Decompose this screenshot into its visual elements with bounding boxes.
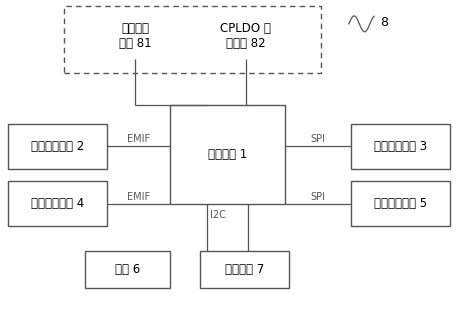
Text: 串口通信
模块 81: 串口通信 模块 81 xyxy=(119,22,152,51)
Bar xyxy=(92,13,179,59)
Bar xyxy=(351,124,450,169)
Text: 音频产生模块 5: 音频产生模块 5 xyxy=(374,197,427,210)
Text: 中频产生模块 3: 中频产生模块 3 xyxy=(374,140,427,153)
Text: EMIF: EMIF xyxy=(127,191,150,202)
Bar xyxy=(8,181,107,226)
Bar xyxy=(170,105,285,204)
Bar xyxy=(202,13,289,59)
Text: 音频测量模块 4: 音频测量模块 4 xyxy=(31,197,84,210)
Text: 键盘 6: 键盘 6 xyxy=(115,263,140,276)
Text: SPI: SPI xyxy=(310,134,325,144)
Text: EMIF: EMIF xyxy=(127,134,150,144)
Text: 中频测量模块 2: 中频测量模块 2 xyxy=(31,140,84,153)
Bar xyxy=(200,251,289,288)
Text: 控制模块 1: 控制模块 1 xyxy=(207,148,247,161)
Text: 8: 8 xyxy=(380,16,388,29)
Bar xyxy=(85,251,170,288)
Text: CPLDO 通
信模块 82: CPLDO 通 信模块 82 xyxy=(220,22,271,51)
Text: SPI: SPI xyxy=(310,191,325,202)
Bar xyxy=(8,124,107,169)
Text: I2C: I2C xyxy=(210,210,226,220)
Bar xyxy=(351,181,450,226)
Bar xyxy=(64,6,321,73)
Text: 显示模块 7: 显示模块 7 xyxy=(225,263,264,276)
